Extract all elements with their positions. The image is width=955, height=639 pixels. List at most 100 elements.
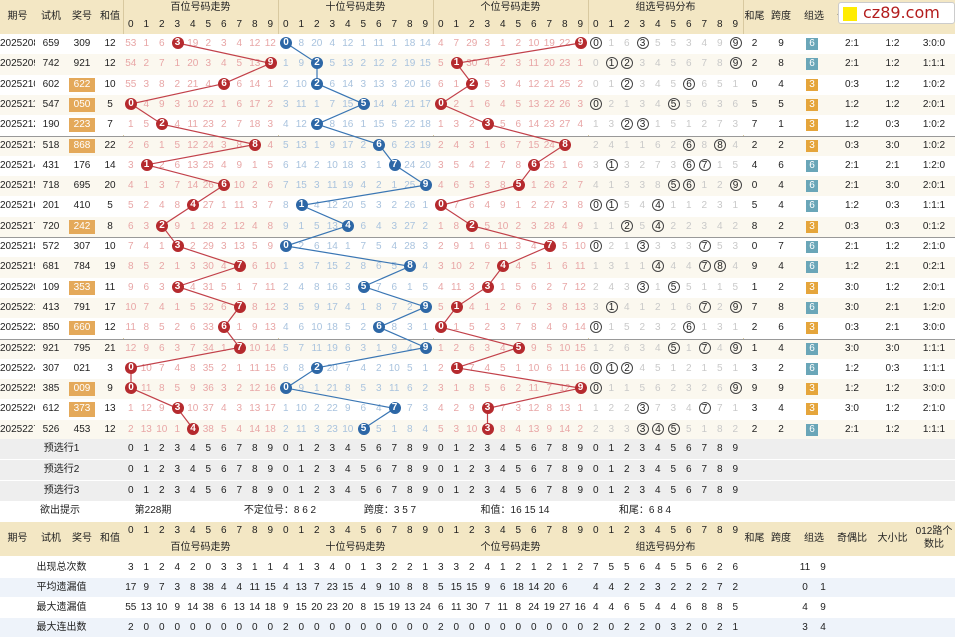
preselect-digit[interactable]: 9	[267, 485, 274, 496]
preselect-digit[interactable]: 8	[561, 464, 568, 475]
preselect-digit[interactable]: 3	[329, 464, 336, 475]
preselect-digit[interactable]: 7	[701, 485, 708, 496]
preselect-digit[interactable]: 4	[499, 464, 506, 475]
preselect-digit[interactable]: 2	[468, 443, 475, 454]
preselect-digit[interactable]: 5	[360, 485, 367, 496]
preselect-digit[interactable]: 8	[716, 464, 723, 475]
preselect-digit[interactable]: 5	[360, 443, 367, 454]
preselect-digit[interactable]: 3	[639, 485, 646, 496]
preselect-digit[interactable]: 5	[515, 464, 522, 475]
site-logo[interactable]: cz89.com	[838, 2, 955, 24]
preselect-digit[interactable]: 2	[468, 464, 475, 475]
preselect-digit[interactable]: 6	[685, 443, 692, 454]
preselect-digit[interactable]: 1	[453, 485, 460, 496]
preselect-digit[interactable]: 0	[127, 464, 134, 475]
preselect-digit[interactable]: 7	[546, 464, 553, 475]
preselect-digit[interactable]: 5	[515, 485, 522, 496]
preselect-digit[interactable]: 5	[360, 464, 367, 475]
preselect-digit[interactable]: 1	[608, 485, 615, 496]
preselect-digit[interactable]: 1	[298, 485, 305, 496]
preselect-digit[interactable]: 6	[220, 464, 227, 475]
preselect-digit[interactable]: 4	[654, 443, 661, 454]
preselect-digit[interactable]: 7	[546, 485, 553, 496]
preselect-digit[interactable]: 4	[344, 485, 351, 496]
preselect-digit[interactable]: 7	[236, 443, 243, 454]
preselect-digit[interactable]: 3	[484, 464, 491, 475]
preselect-digit[interactable]: 6	[220, 485, 227, 496]
preselect-digit[interactable]: 9	[422, 464, 429, 475]
preselect-digit[interactable]: 8	[406, 464, 413, 475]
preselect-digit[interactable]: 1	[453, 464, 460, 475]
preselect-digit[interactable]: 0	[282, 443, 289, 454]
preselect-digit[interactable]: 9	[732, 443, 739, 454]
preselect-digit[interactable]: 0	[437, 485, 444, 496]
preselect-digit[interactable]: 5	[670, 485, 677, 496]
preselect-digit[interactable]: 6	[375, 443, 382, 454]
preselect-digit[interactable]: 2	[623, 485, 630, 496]
preselect-digit[interactable]: 1	[298, 464, 305, 475]
preselect-digit[interactable]: 7	[391, 443, 398, 454]
preselect-digit[interactable]: 4	[344, 443, 351, 454]
preselect-digit[interactable]: 1	[143, 464, 150, 475]
preselect-digit[interactable]: 7	[236, 464, 243, 475]
preselect-digit[interactable]: 6	[685, 464, 692, 475]
preselect-digit[interactable]: 3	[329, 485, 336, 496]
preselect-digit[interactable]: 9	[732, 464, 739, 475]
preselect-digit[interactable]: 2	[313, 443, 320, 454]
preselect-digit[interactable]: 7	[391, 485, 398, 496]
preselect-digit[interactable]: 1	[143, 485, 150, 496]
preselect-digit[interactable]: 5	[515, 443, 522, 454]
preselect-digit[interactable]: 0	[282, 485, 289, 496]
preselect-digit[interactable]: 5	[205, 464, 212, 475]
preselect-digit[interactable]: 3	[329, 443, 336, 454]
preselect-digit[interactable]: 6	[685, 485, 692, 496]
preselect-digit[interactable]: 6	[530, 443, 537, 454]
preselect-digit[interactable]: 4	[654, 485, 661, 496]
preselect-digit[interactable]: 2	[623, 464, 630, 475]
preselect-label[interactable]: 预选行3	[43, 485, 80, 496]
preselect-digit[interactable]: 8	[251, 485, 258, 496]
preselect-digit[interactable]: 0	[127, 485, 134, 496]
preselect-digit[interactable]: 2	[468, 485, 475, 496]
preselect-digit[interactable]: 8	[406, 443, 413, 454]
preselect-digit[interactable]: 3	[639, 443, 646, 454]
preselect-digit[interactable]: 0	[592, 443, 599, 454]
preselect-digit[interactable]: 1	[298, 443, 305, 454]
preselect-digit[interactable]: 4	[344, 464, 351, 475]
preselect-digit[interactable]: 4	[499, 443, 506, 454]
preselect-digit[interactable]: 5	[205, 443, 212, 454]
header-period[interactable]: 期号	[7, 11, 28, 22]
preselect-digit[interactable]: 3	[174, 443, 181, 454]
preselect-digit[interactable]: 1	[608, 443, 615, 454]
preselect-digit[interactable]: 0	[592, 464, 599, 475]
preselect-digit[interactable]: 0	[282, 464, 289, 475]
preselect-digit[interactable]: 4	[189, 464, 196, 475]
preselect-digit[interactable]: 9	[577, 443, 584, 454]
preselect-digit[interactable]: 6	[375, 485, 382, 496]
preselect-digit[interactable]: 7	[546, 443, 553, 454]
preselect-digit[interactable]: 1	[143, 443, 150, 454]
preselect-digit[interactable]: 2	[313, 485, 320, 496]
preselect-digit[interactable]: 9	[422, 443, 429, 454]
preselect-digit[interactable]: 0	[437, 443, 444, 454]
preselect-label[interactable]: 预选行1	[43, 443, 80, 454]
preselect-digit[interactable]: 6	[530, 464, 537, 475]
preselect-digit[interactable]: 1	[608, 464, 615, 475]
preselect-digit[interactable]: 8	[716, 443, 723, 454]
preselect-digit[interactable]: 5	[670, 464, 677, 475]
preselect-digit[interactable]: 9	[267, 443, 274, 454]
preselect-digit[interactable]: 3	[174, 485, 181, 496]
preselect-digit[interactable]: 6	[530, 485, 537, 496]
preselect-digit[interactable]: 7	[236, 485, 243, 496]
preselect-digit[interactable]: 7	[701, 443, 708, 454]
preselect-digit[interactable]: 8	[406, 485, 413, 496]
preselect-label[interactable]: 预选行2	[43, 464, 80, 475]
preselect-digit[interactable]: 7	[391, 464, 398, 475]
preselect-digit[interactable]: 4	[189, 485, 196, 496]
preselect-digit[interactable]: 0	[437, 464, 444, 475]
preselect-digit[interactable]: 6	[220, 443, 227, 454]
preselect-digit[interactable]: 3	[174, 464, 181, 475]
preselect-digit[interactable]: 0	[592, 485, 599, 496]
preselect-digit[interactable]: 2	[623, 443, 630, 454]
preselect-digit[interactable]: 2	[158, 443, 165, 454]
